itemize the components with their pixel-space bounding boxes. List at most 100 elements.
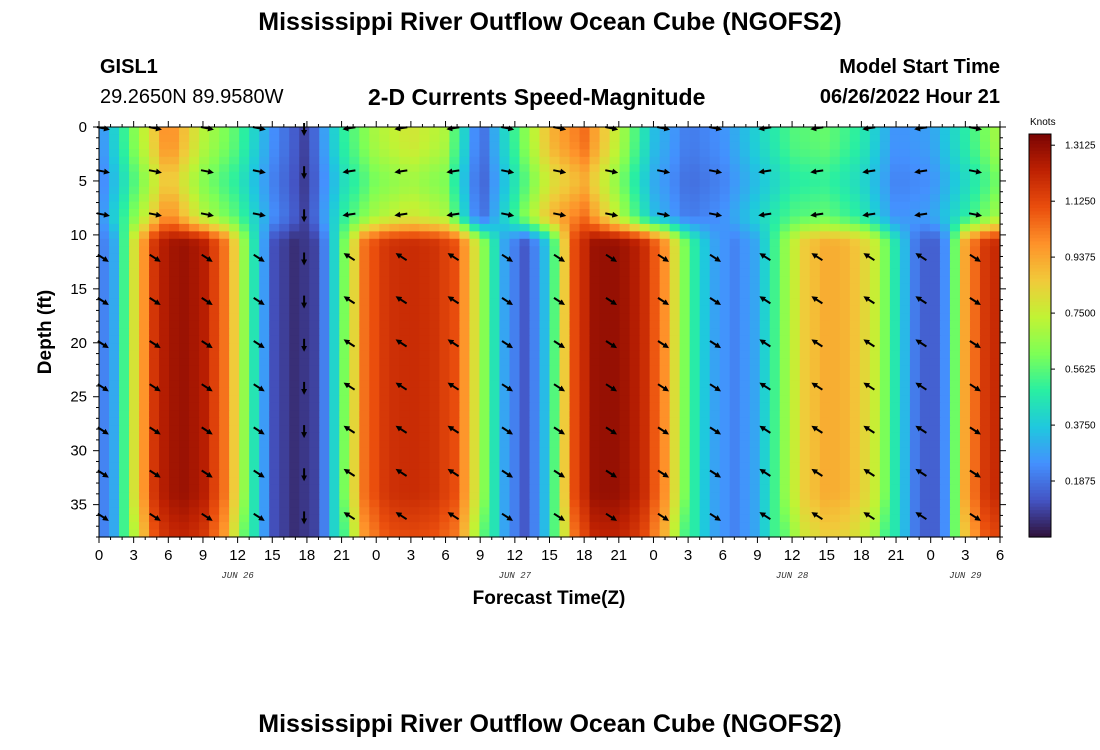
heatmap-cell [429, 231, 440, 240]
heatmap-cell [219, 134, 230, 143]
heatmap-cell [699, 455, 711, 464]
heatmap-cell [99, 492, 110, 501]
heatmap-cell [989, 484, 1001, 493]
heatmap-cell [109, 305, 120, 314]
heatmap-cell [869, 447, 881, 456]
heatmap-cell [319, 328, 330, 337]
heatmap-cell [749, 529, 761, 538]
heatmap-cell [459, 216, 471, 225]
heatmap-cell [279, 164, 290, 173]
heatmap-cell [809, 223, 821, 232]
heatmap-cell [899, 164, 911, 173]
heatmap-cell [439, 223, 450, 232]
heatmap-cell [789, 514, 801, 523]
heatmap-cell [789, 164, 801, 173]
heatmap-cell [979, 238, 991, 247]
heatmap-cell [349, 179, 360, 188]
heatmap-cell [359, 194, 370, 203]
heatmap-cell [819, 313, 831, 322]
heatmap-cell [159, 395, 170, 404]
heatmap-cell [359, 209, 370, 218]
heatmap-cell [989, 253, 1001, 262]
heatmap-cell [859, 373, 871, 382]
heatmap-cell [529, 432, 541, 441]
heatmap-cell [949, 410, 961, 419]
heatmap-cell [899, 402, 911, 411]
heatmap-cell [129, 402, 140, 411]
heatmap-cell [419, 194, 430, 203]
heatmap-cell [169, 440, 180, 449]
heatmap-cell [299, 373, 310, 382]
heatmap-cell [449, 238, 460, 247]
heatmap-cell [249, 134, 260, 143]
heatmap-cell [239, 194, 250, 203]
heatmap-cell [429, 253, 440, 262]
heatmap-cell [949, 268, 961, 277]
heatmap-cell [259, 387, 270, 396]
heatmap-cell [719, 149, 731, 158]
heatmap-cell [499, 343, 511, 352]
heatmap-cell [449, 522, 460, 531]
heatmap-cell [619, 253, 631, 262]
heatmap-cell [369, 335, 380, 344]
heatmap-cell [239, 313, 250, 322]
heatmap-cell [749, 395, 761, 404]
heatmap-cell [319, 492, 330, 501]
heatmap-cell [889, 194, 901, 203]
heatmap-cell [269, 320, 280, 329]
heatmap-cell [989, 477, 1001, 486]
heatmap-cell [509, 156, 521, 165]
heatmap-cell [739, 373, 751, 382]
heatmap-cell [669, 343, 681, 352]
heatmap-cell [309, 268, 320, 277]
heatmap-cell [559, 141, 571, 150]
heatmap-cell [469, 164, 481, 173]
heatmap-cell [719, 276, 731, 285]
heatmap-cell [679, 402, 691, 411]
heatmap-cell [619, 432, 631, 441]
heatmap-cell [569, 186, 581, 195]
heatmap-cell [559, 231, 571, 240]
heatmap-cell [779, 522, 791, 531]
heatmap-cell [399, 320, 410, 329]
heatmap-cell [129, 134, 140, 143]
heatmap-cell [959, 440, 971, 449]
heatmap-cell [449, 477, 460, 486]
heatmap-cell [249, 350, 260, 359]
heatmap-cell [269, 417, 280, 426]
current-vector [201, 512, 213, 521]
heatmap-cell [279, 223, 290, 232]
heatmap-cell [819, 395, 831, 404]
heatmap-cell [409, 149, 420, 158]
heatmap-cell [449, 223, 460, 232]
heatmap-cell [169, 261, 180, 270]
heatmap-cell [599, 380, 611, 389]
heatmap-cell [219, 231, 230, 240]
heatmap-cell [879, 358, 891, 367]
heatmap-cell [159, 425, 170, 434]
heatmap-cell [729, 313, 741, 322]
heatmap-cell [959, 514, 971, 523]
heatmap-cell [229, 335, 240, 344]
heatmap-cell [749, 514, 761, 523]
heatmap-cell [609, 238, 621, 247]
heatmap-cell [889, 373, 901, 382]
heatmap-cell [729, 350, 741, 359]
heatmap-cell [489, 358, 501, 367]
heatmap-cell [119, 410, 130, 419]
heatmap-cell [189, 455, 200, 464]
heatmap-cell [209, 477, 220, 486]
heatmap-cell [139, 186, 150, 195]
heatmap-cell [369, 261, 380, 270]
heatmap-cell [399, 141, 410, 150]
heatmap-cell [259, 276, 270, 285]
heatmap-cell [719, 373, 731, 382]
heatmap-cell [299, 291, 310, 300]
heatmap-cell [289, 261, 300, 270]
heatmap-cell [139, 223, 150, 232]
heatmap-cell [109, 186, 120, 195]
heatmap-cell [119, 246, 130, 255]
heatmap-cell [569, 484, 581, 493]
heatmap-cell [359, 268, 370, 277]
heatmap-cell [549, 134, 561, 143]
